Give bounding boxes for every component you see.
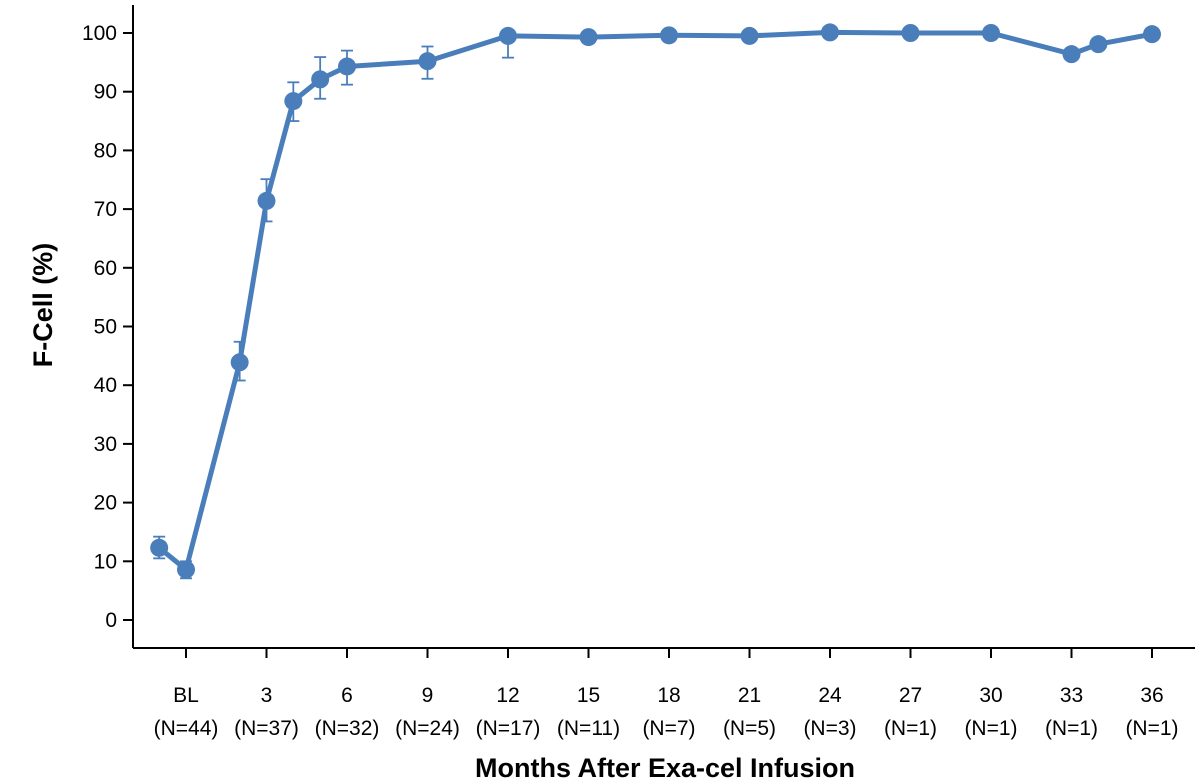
x-tick-label: 21 xyxy=(738,684,761,707)
y-tick-label: 10 xyxy=(94,550,117,573)
x-tick-count-label: (N=5) xyxy=(723,717,776,740)
x-tick-label: 12 xyxy=(496,684,519,707)
x-tick-count-label: (N=24) xyxy=(395,717,460,740)
x-tick-label: 6 xyxy=(341,684,353,707)
data-point xyxy=(660,26,678,45)
x-tick-count-label: (N=7) xyxy=(642,717,695,740)
series-layer xyxy=(150,23,1161,580)
x-tick-count-label: (N=3) xyxy=(803,717,856,740)
data-point xyxy=(257,191,276,210)
series-line xyxy=(157,29,1153,572)
y-tick-label: 100 xyxy=(82,22,117,45)
x-tick-label: 27 xyxy=(899,684,922,707)
y-tick-label: 60 xyxy=(94,257,117,280)
data-point xyxy=(579,28,598,47)
data-point xyxy=(418,52,437,71)
y-tick-label: 0 xyxy=(105,609,117,632)
y-tick-label: 70 xyxy=(94,198,117,221)
data-point xyxy=(1089,35,1108,54)
x-tick-count-label: (N=44) xyxy=(154,717,219,740)
x-tick-count-label: (N=32) xyxy=(315,717,380,740)
y-axis-title: F-Cell (%) xyxy=(28,243,58,368)
data-point xyxy=(499,26,517,45)
x-tick-label: 33 xyxy=(1060,684,1083,707)
data-point xyxy=(338,57,356,76)
data-point xyxy=(1143,25,1161,44)
x-tick-label: 36 xyxy=(1140,684,1163,707)
x-tick-label: 3 xyxy=(261,684,273,707)
data-point xyxy=(1062,45,1081,64)
x-ticks: BL (N=44) 3 (N=37) 6 (N=32) 9 (N=24) 12 (N=17) 15 (… xyxy=(154,648,1179,740)
x-tick-count-label: (N=11) xyxy=(557,717,620,740)
x-tick-count-label: (N=1) xyxy=(884,717,937,740)
y-tick-label: 30 xyxy=(94,433,117,456)
x-tick-count-label: (N=1) xyxy=(1045,717,1098,740)
data-point xyxy=(311,70,330,89)
data-point xyxy=(821,23,839,42)
data-point xyxy=(901,24,920,42)
x-tick-label: 15 xyxy=(577,684,600,707)
x-axis-title: Months After Exa-cel Infusion xyxy=(475,753,855,783)
y-tick-label: 20 xyxy=(94,492,117,515)
data-point xyxy=(177,560,195,579)
data-point xyxy=(284,92,303,111)
x-tick-count-label: (N=37) xyxy=(234,717,299,740)
x-tick-count-label: (N=1) xyxy=(1125,717,1178,740)
y-tick-label: 90 xyxy=(94,81,117,104)
y-tick-label: 40 xyxy=(94,374,117,397)
x-tick-count-label: (N=17) xyxy=(476,717,541,740)
x-tick-count-label: (N=1) xyxy=(964,717,1017,740)
y-tick-label: 50 xyxy=(94,316,117,339)
y-ticks: 0 10 20 30 40 50 60 70 80 90 100 xyxy=(82,22,133,632)
y-tick-label: 80 xyxy=(94,139,117,162)
data-point xyxy=(150,538,169,557)
x-tick-label: 30 xyxy=(979,684,1002,707)
x-tick-label: 9 xyxy=(422,684,434,707)
data-point xyxy=(230,353,249,372)
data-point xyxy=(740,26,759,45)
x-tick-label: BL xyxy=(173,684,199,707)
data-point xyxy=(982,24,1000,42)
x-tick-label: 24 xyxy=(818,684,842,707)
x-tick-label: 18 xyxy=(657,684,680,707)
